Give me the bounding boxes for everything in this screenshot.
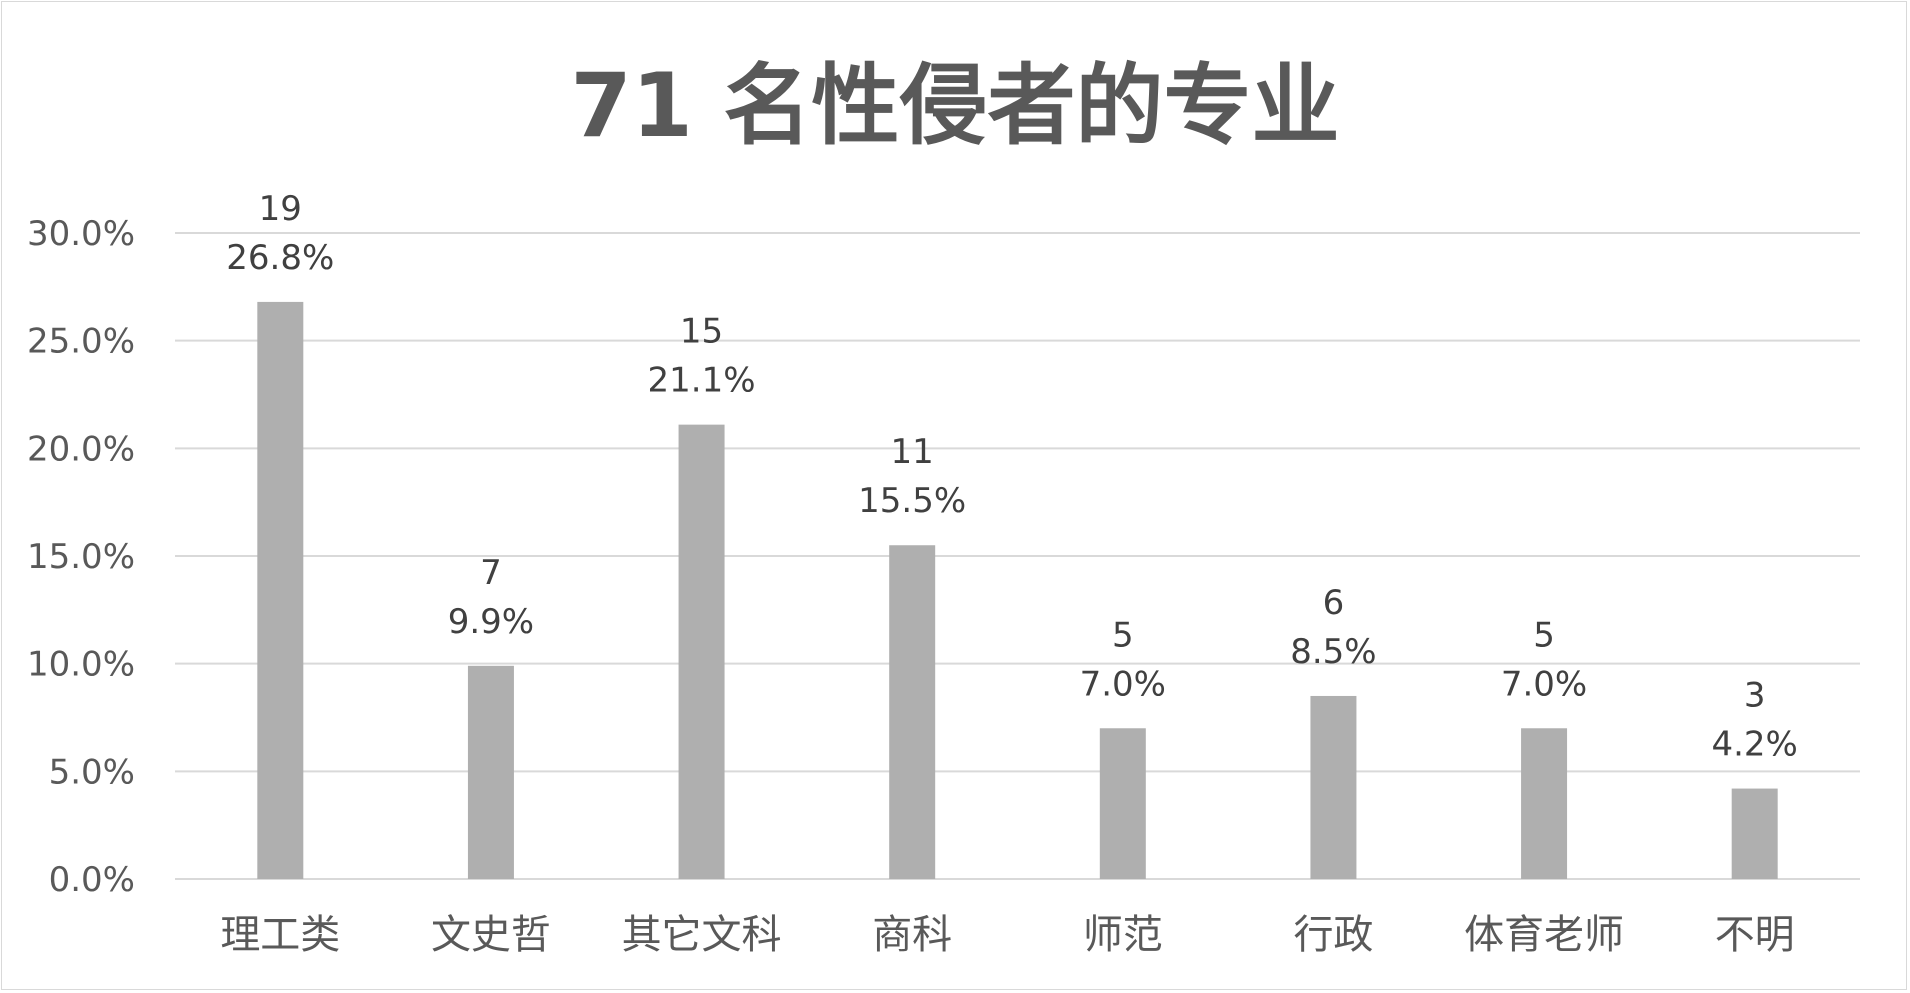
data-label-count: 7 [480, 553, 502, 593]
y-tick-label: 10.0% [27, 645, 135, 685]
data-label-count: 19 [259, 189, 302, 229]
data-label-percent: 15.5% [858, 481, 966, 521]
y-tick-label: 5.0% [49, 752, 135, 792]
x-category-label: 师范 [1083, 912, 1163, 958]
bar [1099, 728, 1146, 879]
x-category-label: 文史哲 [431, 912, 551, 958]
chart-title: 71 名性侵者的专业 [570, 54, 1340, 157]
x-category-label: 行政 [1293, 912, 1373, 958]
data-label-percent: 8.5% [1290, 632, 1376, 672]
bar [467, 665, 514, 879]
gridlines [175, 232, 1860, 880]
y-tick-label: 0.0% [49, 860, 135, 900]
data-label-percent: 26.8% [226, 238, 334, 278]
y-tick-label: 25.0% [27, 322, 135, 362]
bar [889, 545, 936, 879]
data-label-percent: 9.9% [448, 602, 534, 642]
data-label-percent: 7.0% [1501, 664, 1587, 704]
data-labels: 26.8% 19 9.9% 7 21.1% 15 15.5% 11 7.0% 5 8.5% 6 7.0%… [226, 189, 1798, 765]
x-category-label: 体育老师 [1464, 912, 1624, 958]
bar [1731, 788, 1778, 879]
y-tick-label: 30.0% [27, 214, 135, 254]
data-label-percent: 4.2% [1711, 725, 1797, 765]
data-label-count: 6 [1323, 583, 1345, 623]
x-category-label: 理工类 [220, 912, 340, 958]
y-axis-ticks: 0.0% 5.0% 10.0% 15.0% 20.0% 25.0% 30.0% [27, 214, 135, 900]
data-label-count: 3 [1744, 676, 1766, 716]
data-label-percent: 21.1% [648, 361, 756, 401]
data-label-count: 11 [891, 432, 934, 472]
bars [257, 301, 1778, 879]
x-axis-categories: 理工类 文史哲 其它文科 商科 师范 行政 体育老师 不明 [220, 912, 1794, 958]
y-tick-label: 20.0% [27, 429, 135, 469]
y-tick-label: 15.0% [27, 537, 135, 577]
bar [1310, 695, 1357, 879]
data-label-percent: 7.0% [1080, 664, 1166, 704]
bar [1521, 728, 1568, 879]
bar [678, 424, 725, 879]
data-label-count: 5 [1533, 615, 1555, 655]
bar [257, 301, 304, 879]
x-category-label: 其它文科 [622, 912, 782, 958]
x-category-label: 商科 [872, 912, 952, 958]
data-label-count: 15 [680, 312, 723, 352]
data-label-count: 5 [1112, 615, 1134, 655]
x-category-label: 不明 [1715, 912, 1795, 958]
